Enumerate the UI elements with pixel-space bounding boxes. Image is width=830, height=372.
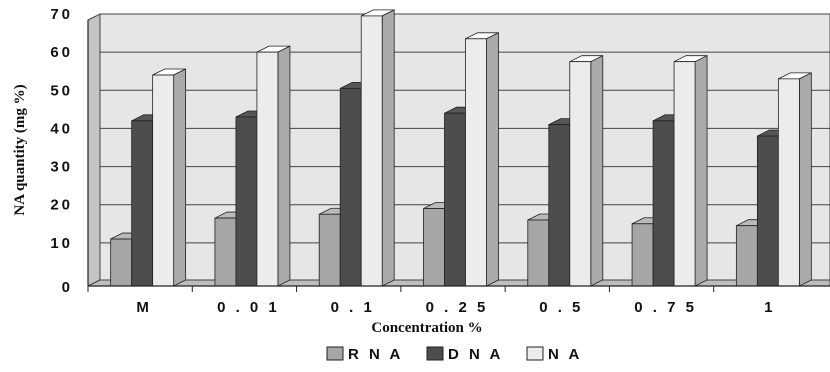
y-tick-label: 0 bbox=[62, 279, 73, 296]
y-tick-label: 30 bbox=[50, 159, 73, 176]
bar-na-0.5 bbox=[569, 55, 604, 287]
y-tick-label: 50 bbox=[50, 82, 73, 99]
x-category-label: 0 . 1 bbox=[331, 299, 375, 316]
bar-na-M bbox=[152, 68, 187, 287]
y-tick-label: 60 bbox=[50, 44, 73, 61]
legend-swatch bbox=[526, 346, 544, 361]
legend-label: N A bbox=[548, 346, 582, 363]
legend-label: R N A bbox=[348, 346, 403, 363]
bar-na-0.01 bbox=[256, 45, 291, 287]
y-axis-tick-labels: 0 10 20 30 40 50 60 70 bbox=[50, 6, 73, 296]
legend-swatch bbox=[326, 346, 344, 361]
y-tick-label: 70 bbox=[50, 6, 73, 23]
y-tick-label: 40 bbox=[50, 120, 73, 137]
y-axis-title: NA quantity (mg %) bbox=[12, 84, 28, 215]
y-tick-label: 20 bbox=[50, 197, 73, 214]
x-category-label: 0 . 5 bbox=[539, 299, 583, 316]
bar-na-0.1 bbox=[360, 9, 395, 287]
bar-na-0.25 bbox=[465, 32, 499, 287]
y-tick-label: 10 bbox=[50, 235, 73, 252]
legend-label: D N A bbox=[448, 346, 503, 363]
legend-item-na: N A bbox=[526, 346, 582, 363]
bars bbox=[88, 9, 830, 287]
bar-na-1 bbox=[777, 72, 812, 287]
x-category-label: 1 bbox=[764, 299, 775, 316]
chart-side-wall bbox=[87, 13, 101, 287]
legend-swatch bbox=[426, 346, 444, 361]
legend-item-rna: R N A bbox=[326, 346, 403, 363]
x-axis-category-labels: M 0 . 0 1 0 . 1 0 . 2 5 0 . 5 0 . 7 5 1 bbox=[87, 286, 775, 316]
x-axis-title: Concentration % bbox=[371, 320, 482, 336]
x-category-label: M bbox=[136, 299, 152, 316]
x-category-label: 0 . 7 5 bbox=[634, 299, 697, 316]
x-category-label: 0 . 2 5 bbox=[426, 299, 489, 316]
bar-na-0.75 bbox=[673, 55, 708, 287]
legend-item-dna: D N A bbox=[426, 346, 503, 363]
x-category-label: 0 . 0 1 bbox=[217, 299, 280, 316]
